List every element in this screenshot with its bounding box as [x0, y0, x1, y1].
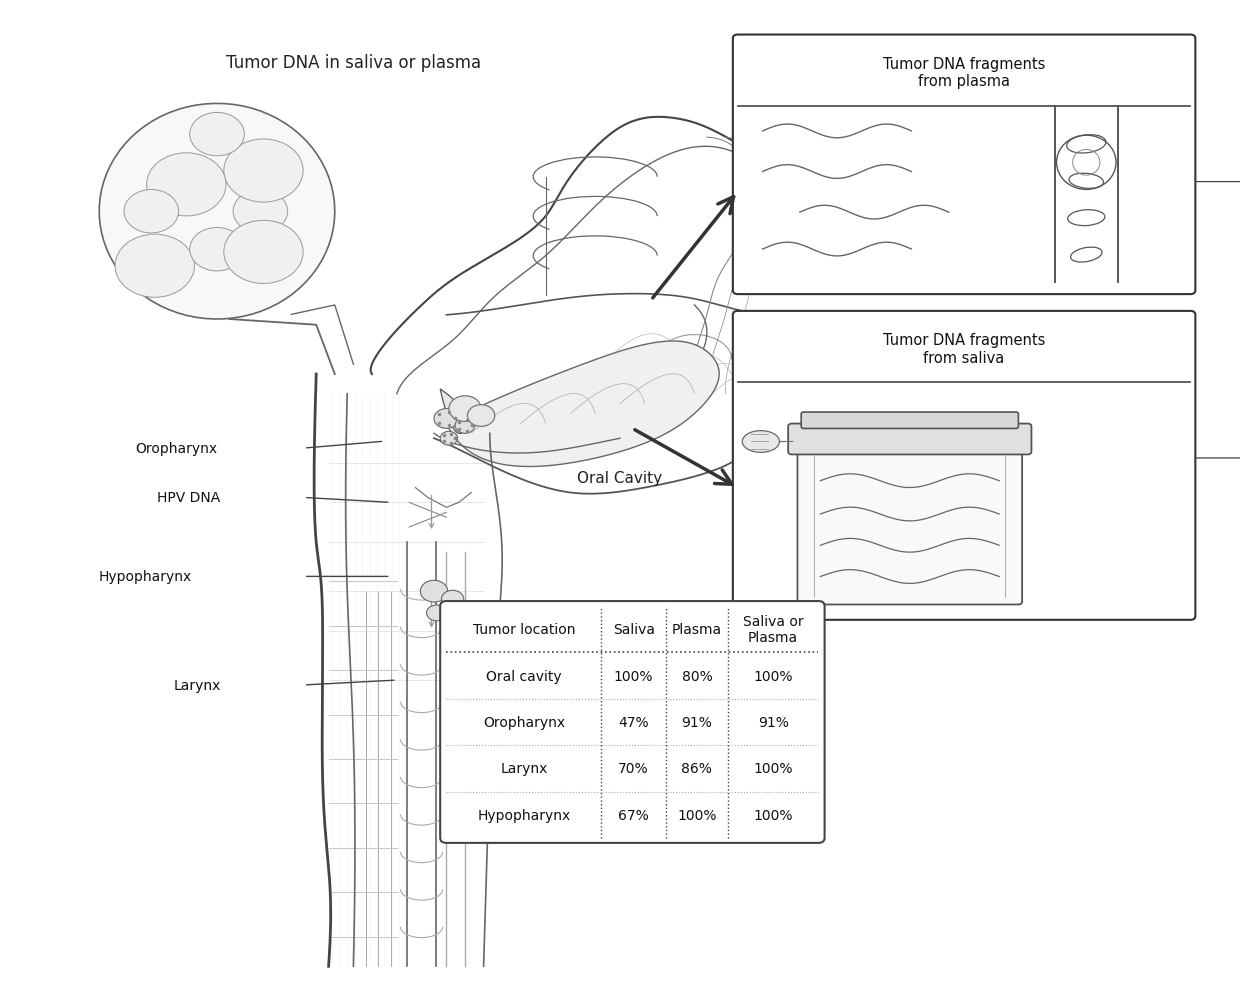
FancyBboxPatch shape	[733, 312, 1195, 620]
Circle shape	[223, 221, 303, 284]
FancyBboxPatch shape	[797, 449, 1022, 604]
Circle shape	[434, 409, 459, 429]
Text: Oropharynx: Oropharynx	[482, 715, 565, 730]
Text: Oropharynx: Oropharynx	[135, 442, 217, 456]
Text: 70%: 70%	[619, 761, 649, 776]
Polygon shape	[440, 389, 465, 434]
Text: 91%: 91%	[758, 715, 789, 730]
Text: 100%: 100%	[614, 669, 653, 683]
Text: 47%: 47%	[619, 715, 649, 730]
Circle shape	[115, 235, 195, 298]
Text: 86%: 86%	[682, 761, 712, 776]
FancyBboxPatch shape	[801, 412, 1018, 429]
Text: HPV DNA: HPV DNA	[157, 491, 221, 505]
Text: Tumor DNA fragments
from plasma: Tumor DNA fragments from plasma	[883, 57, 1045, 89]
Text: Oral cavity: Oral cavity	[486, 669, 562, 683]
Text: 91%: 91%	[682, 715, 712, 730]
Text: 100%: 100%	[754, 669, 792, 683]
Circle shape	[124, 190, 179, 234]
Text: Plasma: Plasma	[672, 622, 722, 637]
Text: Oral Cavity: Oral Cavity	[578, 470, 662, 486]
Ellipse shape	[743, 431, 780, 453]
Polygon shape	[99, 105, 335, 319]
Text: Hypopharynx: Hypopharynx	[477, 808, 570, 822]
Text: Saliva or
Plasma: Saliva or Plasma	[743, 614, 804, 645]
Circle shape	[190, 228, 244, 271]
Circle shape	[455, 418, 475, 434]
Polygon shape	[446, 341, 719, 467]
Text: Tumor DNA in saliva or plasma: Tumor DNA in saliva or plasma	[226, 54, 481, 72]
Circle shape	[223, 140, 303, 203]
Circle shape	[146, 154, 226, 217]
Circle shape	[449, 396, 481, 422]
Text: Larynx: Larynx	[174, 678, 221, 692]
Circle shape	[440, 432, 458, 446]
Text: Hypopharynx: Hypopharynx	[99, 570, 192, 584]
Text: Tumor location: Tumor location	[472, 622, 575, 637]
Text: 100%: 100%	[677, 808, 717, 822]
Text: 67%: 67%	[619, 808, 649, 822]
Circle shape	[467, 405, 495, 427]
FancyBboxPatch shape	[789, 424, 1032, 455]
Text: Tumor DNA fragments
from saliva: Tumor DNA fragments from saliva	[883, 333, 1045, 365]
Text: Saliva: Saliva	[613, 622, 655, 637]
Text: 80%: 80%	[682, 669, 712, 683]
Circle shape	[427, 605, 446, 621]
Circle shape	[190, 113, 244, 157]
Text: Larynx: Larynx	[500, 761, 548, 776]
FancyBboxPatch shape	[440, 601, 825, 843]
Circle shape	[441, 591, 464, 608]
FancyBboxPatch shape	[733, 35, 1195, 295]
Circle shape	[420, 581, 448, 602]
Text: 100%: 100%	[754, 808, 792, 822]
Circle shape	[233, 190, 288, 234]
Text: 100%: 100%	[754, 761, 792, 776]
